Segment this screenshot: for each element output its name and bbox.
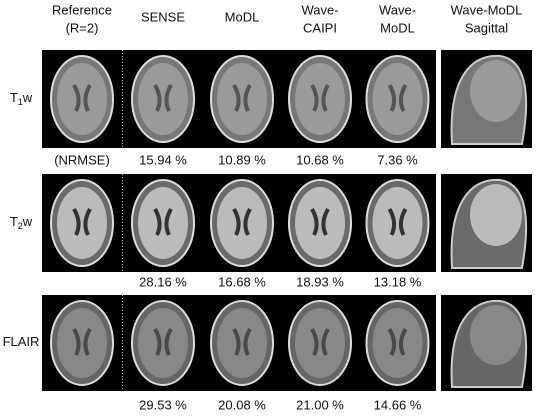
ventricles xyxy=(232,328,252,356)
sagittal-brain xyxy=(470,60,522,122)
ventricles xyxy=(310,328,330,356)
brain-matter xyxy=(372,187,423,259)
column-header: Wave- xyxy=(379,2,416,17)
nrmse-label: (NRMSE) xyxy=(54,152,110,167)
nrmse-value: 15.94 % xyxy=(139,152,187,167)
nrmse-value: 14.66 % xyxy=(374,397,422,412)
ventricles xyxy=(153,328,173,356)
nrmse-value: 13.18 % xyxy=(374,274,422,289)
nrmse-value: 18.93 % xyxy=(296,274,344,289)
nrmse-value: 16.68 % xyxy=(218,274,266,289)
brain-matter xyxy=(57,308,107,378)
ventricles xyxy=(387,208,408,236)
brain-matter xyxy=(217,308,267,378)
row-label-tail: w xyxy=(22,90,33,105)
column-header: Sagittal xyxy=(465,20,508,35)
ventricles xyxy=(232,208,252,236)
column-header: SENSE xyxy=(141,9,185,24)
ventricles xyxy=(387,328,408,356)
column-header: Reference xyxy=(52,2,112,17)
column-header: Wave-MoDL xyxy=(451,2,523,17)
ventricles xyxy=(232,84,252,112)
brain-matter xyxy=(57,63,107,135)
brain-matter xyxy=(372,63,423,135)
column-header: MoDL xyxy=(225,9,260,24)
column-header: MoDL xyxy=(380,20,415,35)
sagittal-brain xyxy=(470,305,522,365)
ventricles xyxy=(72,208,92,236)
row-label: T1w xyxy=(10,90,33,107)
column-header: CAIPI xyxy=(303,20,337,35)
ventricles xyxy=(153,208,173,236)
ventricles xyxy=(72,328,92,356)
row-label-tail: w xyxy=(22,214,33,229)
brain-matter xyxy=(295,187,345,259)
row-label-sub: 2 xyxy=(18,221,23,231)
brain-matter xyxy=(372,308,423,378)
brain-matter xyxy=(295,63,345,135)
ventricles xyxy=(310,84,330,112)
row-label: T2w xyxy=(10,214,33,231)
row-label-sub: 1 xyxy=(18,97,23,107)
ventricles xyxy=(387,84,408,112)
nrmse-value: 10.89 % xyxy=(218,152,266,167)
row-label-text: T xyxy=(10,214,18,229)
brain-matter xyxy=(138,308,188,378)
nrmse-value: 21.00 % xyxy=(296,397,344,412)
brain-matter xyxy=(217,187,267,259)
ventricles xyxy=(72,84,92,112)
row-label-text: T xyxy=(10,90,18,105)
brain-matter xyxy=(138,187,188,259)
ventricles xyxy=(153,84,173,112)
nrmse-value: 29.53 % xyxy=(139,397,187,412)
brain-matter xyxy=(217,63,267,135)
column-header: (R=2) xyxy=(66,20,99,35)
row-label: FLAIR xyxy=(3,334,40,349)
sagittal-brain xyxy=(470,184,522,246)
brain-matter xyxy=(295,308,345,378)
nrmse-value: 7.36 % xyxy=(377,152,418,167)
row-label-text: FLAIR xyxy=(3,334,40,349)
brain-matter xyxy=(138,63,188,135)
nrmse-value: 28.16 % xyxy=(139,274,187,289)
brain-matter xyxy=(57,187,107,259)
nrmse-value: 10.68 % xyxy=(296,152,344,167)
ventricles xyxy=(310,208,330,236)
nrmse-value: 20.08 % xyxy=(218,397,266,412)
column-header: Wave- xyxy=(301,2,338,17)
